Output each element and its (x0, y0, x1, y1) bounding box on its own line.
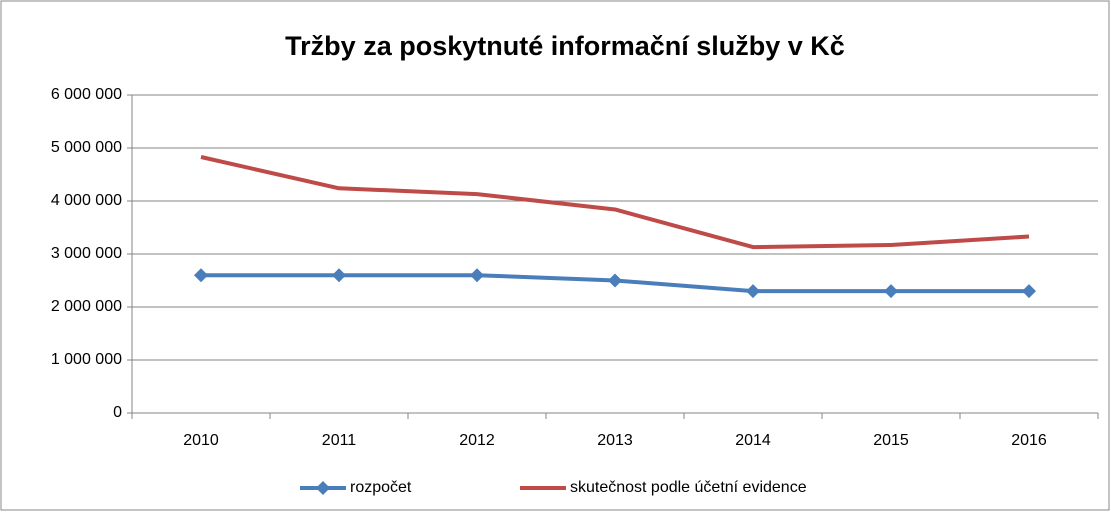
x-tick-label: 2016 (1011, 432, 1047, 449)
y-tick-label: 4 000 000 (51, 192, 122, 209)
marker (746, 284, 760, 299)
x-tick-label: 2010 (183, 432, 219, 449)
y-tick-label: 5 000 000 (51, 139, 122, 156)
y-tick-label: 6 000 000 (51, 86, 122, 103)
legend-label: skutečnost podle účetní evidence (570, 479, 807, 496)
y-tick-label: 1 000 000 (51, 351, 122, 368)
x-tick-label: 2012 (459, 432, 495, 449)
marker (884, 284, 898, 299)
chart-title: Tržby za poskytnuté informační služby v … (285, 31, 845, 61)
x-tick-label: 2015 (873, 432, 909, 449)
series-line (200, 155, 1030, 250)
marker (1022, 284, 1036, 299)
legend-marker (316, 481, 330, 495)
y-tick-label: 0 (113, 404, 122, 421)
marker (194, 268, 208, 283)
marker (608, 273, 622, 288)
legend-label: rozpočet (350, 479, 412, 496)
x-tick-label: 2013 (597, 432, 633, 449)
x-tick-label: 2011 (322, 432, 357, 449)
marker (332, 268, 346, 283)
y-tick-label: 3 000 000 (51, 245, 122, 262)
y-tick-label: 2 000 000 (51, 298, 122, 315)
x-tick-label: 2014 (735, 432, 771, 449)
marker (470, 268, 484, 283)
